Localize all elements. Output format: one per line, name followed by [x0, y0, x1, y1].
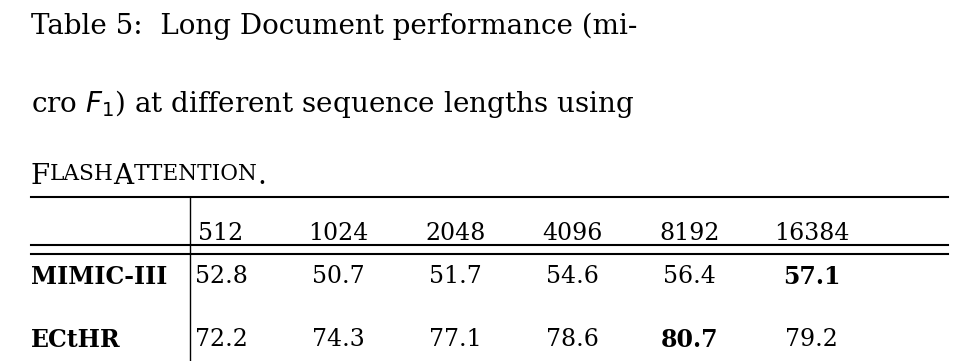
Text: 51.7: 51.7 [428, 265, 481, 289]
Text: 16384: 16384 [774, 222, 849, 245]
Text: cro $F_1$) at different sequence lengths using: cro $F_1$) at different sequence lengths… [30, 88, 633, 119]
Text: 8192: 8192 [659, 222, 719, 245]
Text: 80.7: 80.7 [660, 328, 718, 352]
Text: 52.8: 52.8 [195, 265, 247, 289]
Text: ECtHR: ECtHR [30, 328, 120, 352]
Text: MIMIC-III: MIMIC-III [30, 265, 167, 289]
Text: 74.3: 74.3 [311, 328, 364, 351]
Text: F: F [30, 163, 50, 190]
Text: 54.6: 54.6 [546, 265, 599, 289]
Text: Table 5:  Long Document performance (mi-: Table 5: Long Document performance (mi- [30, 12, 637, 39]
Text: 50.7: 50.7 [312, 265, 364, 289]
Text: A: A [113, 163, 133, 190]
Text: 4096: 4096 [542, 222, 602, 245]
Text: 57.1: 57.1 [782, 265, 839, 289]
Text: 79.2: 79.2 [784, 328, 837, 351]
Text: 72.2: 72.2 [195, 328, 247, 351]
Text: 1024: 1024 [308, 222, 368, 245]
Text: TTENTION: TTENTION [133, 163, 257, 185]
Text: 77.1: 77.1 [428, 328, 481, 351]
Text: 78.6: 78.6 [546, 328, 599, 351]
Text: LASH: LASH [50, 163, 113, 185]
Text: 512: 512 [199, 222, 244, 245]
Text: 56.4: 56.4 [662, 265, 715, 289]
Text: 2048: 2048 [424, 222, 485, 245]
Text: .: . [257, 163, 266, 190]
